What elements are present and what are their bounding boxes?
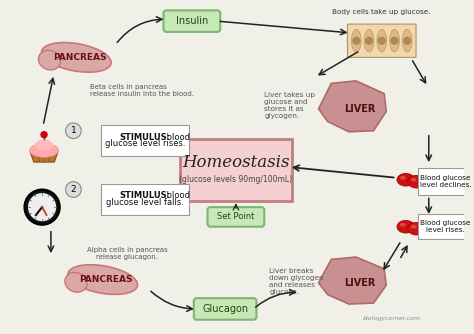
Text: Blood glucose
level declines.: Blood glucose level declines.	[419, 175, 471, 188]
Circle shape	[65, 123, 81, 139]
Ellipse shape	[35, 140, 53, 150]
Ellipse shape	[400, 176, 406, 180]
Text: Beta cells in pancreas
release insulin into the blood.: Beta cells in pancreas release insulin i…	[90, 84, 194, 97]
Text: blood: blood	[164, 133, 190, 142]
Text: Set Point: Set Point	[217, 212, 255, 221]
FancyBboxPatch shape	[101, 184, 189, 215]
Text: LIVER: LIVER	[344, 104, 375, 114]
Text: LIVER: LIVER	[344, 278, 375, 288]
FancyBboxPatch shape	[101, 125, 189, 156]
Circle shape	[353, 37, 360, 44]
Text: glucose level falls.: glucose level falls.	[106, 198, 184, 207]
Text: 1: 1	[71, 126, 76, 135]
Polygon shape	[319, 81, 386, 132]
FancyBboxPatch shape	[418, 168, 473, 195]
FancyBboxPatch shape	[194, 298, 256, 320]
Circle shape	[404, 37, 410, 44]
Text: Blood glucose
level rises.: Blood glucose level rises.	[420, 220, 471, 233]
Text: blood: blood	[164, 191, 190, 200]
FancyBboxPatch shape	[164, 10, 220, 32]
Ellipse shape	[408, 175, 425, 188]
FancyBboxPatch shape	[180, 139, 292, 201]
Text: STIMULUS:: STIMULUS:	[119, 191, 170, 200]
Ellipse shape	[408, 222, 425, 235]
Text: Homeostasis: Homeostasis	[182, 154, 290, 171]
Text: STIMULUS:: STIMULUS:	[119, 133, 170, 142]
Text: 2: 2	[71, 185, 76, 194]
Circle shape	[65, 182, 81, 197]
Circle shape	[41, 132, 47, 138]
Ellipse shape	[397, 173, 415, 186]
Ellipse shape	[410, 225, 417, 229]
FancyBboxPatch shape	[418, 214, 473, 239]
FancyBboxPatch shape	[208, 207, 264, 227]
Ellipse shape	[410, 178, 417, 182]
Ellipse shape	[364, 29, 374, 52]
Text: PANCREAS: PANCREAS	[80, 275, 133, 284]
Text: (glucose levels 90mg/100mL): (glucose levels 90mg/100mL)	[179, 175, 292, 184]
Text: Liver takes up
glucose and
stores it as
glycogen.: Liver takes up glucose and stores it as …	[264, 92, 315, 119]
Ellipse shape	[390, 29, 400, 52]
Circle shape	[365, 37, 373, 44]
Text: PANCREAS: PANCREAS	[53, 53, 107, 62]
Ellipse shape	[377, 29, 387, 52]
Ellipse shape	[65, 273, 87, 292]
Ellipse shape	[402, 29, 412, 52]
Text: Glucagon: Glucagon	[202, 304, 248, 314]
FancyBboxPatch shape	[347, 24, 416, 57]
Text: Liver breaks
down glycogen
and releases
glucose.: Liver breaks down glycogen and releases …	[269, 268, 324, 295]
Text: Alpha cells in pancreas
release glucagon.: Alpha cells in pancreas release glucagon…	[87, 247, 168, 260]
Ellipse shape	[397, 220, 415, 233]
Ellipse shape	[68, 265, 137, 294]
Ellipse shape	[351, 29, 361, 52]
Polygon shape	[30, 153, 58, 162]
Polygon shape	[319, 257, 386, 304]
Text: biologycorner.com: biologycorner.com	[363, 316, 420, 321]
Text: Body cells take up glucose.: Body cells take up glucose.	[332, 9, 431, 15]
Text: glucose level rises.: glucose level rises.	[105, 140, 185, 149]
Circle shape	[391, 37, 398, 44]
Circle shape	[25, 189, 60, 225]
Circle shape	[28, 193, 56, 221]
Text: Insulin: Insulin	[176, 16, 208, 26]
Ellipse shape	[38, 50, 61, 70]
Ellipse shape	[42, 42, 111, 72]
Circle shape	[378, 37, 385, 44]
Ellipse shape	[400, 223, 406, 227]
Ellipse shape	[30, 144, 58, 157]
